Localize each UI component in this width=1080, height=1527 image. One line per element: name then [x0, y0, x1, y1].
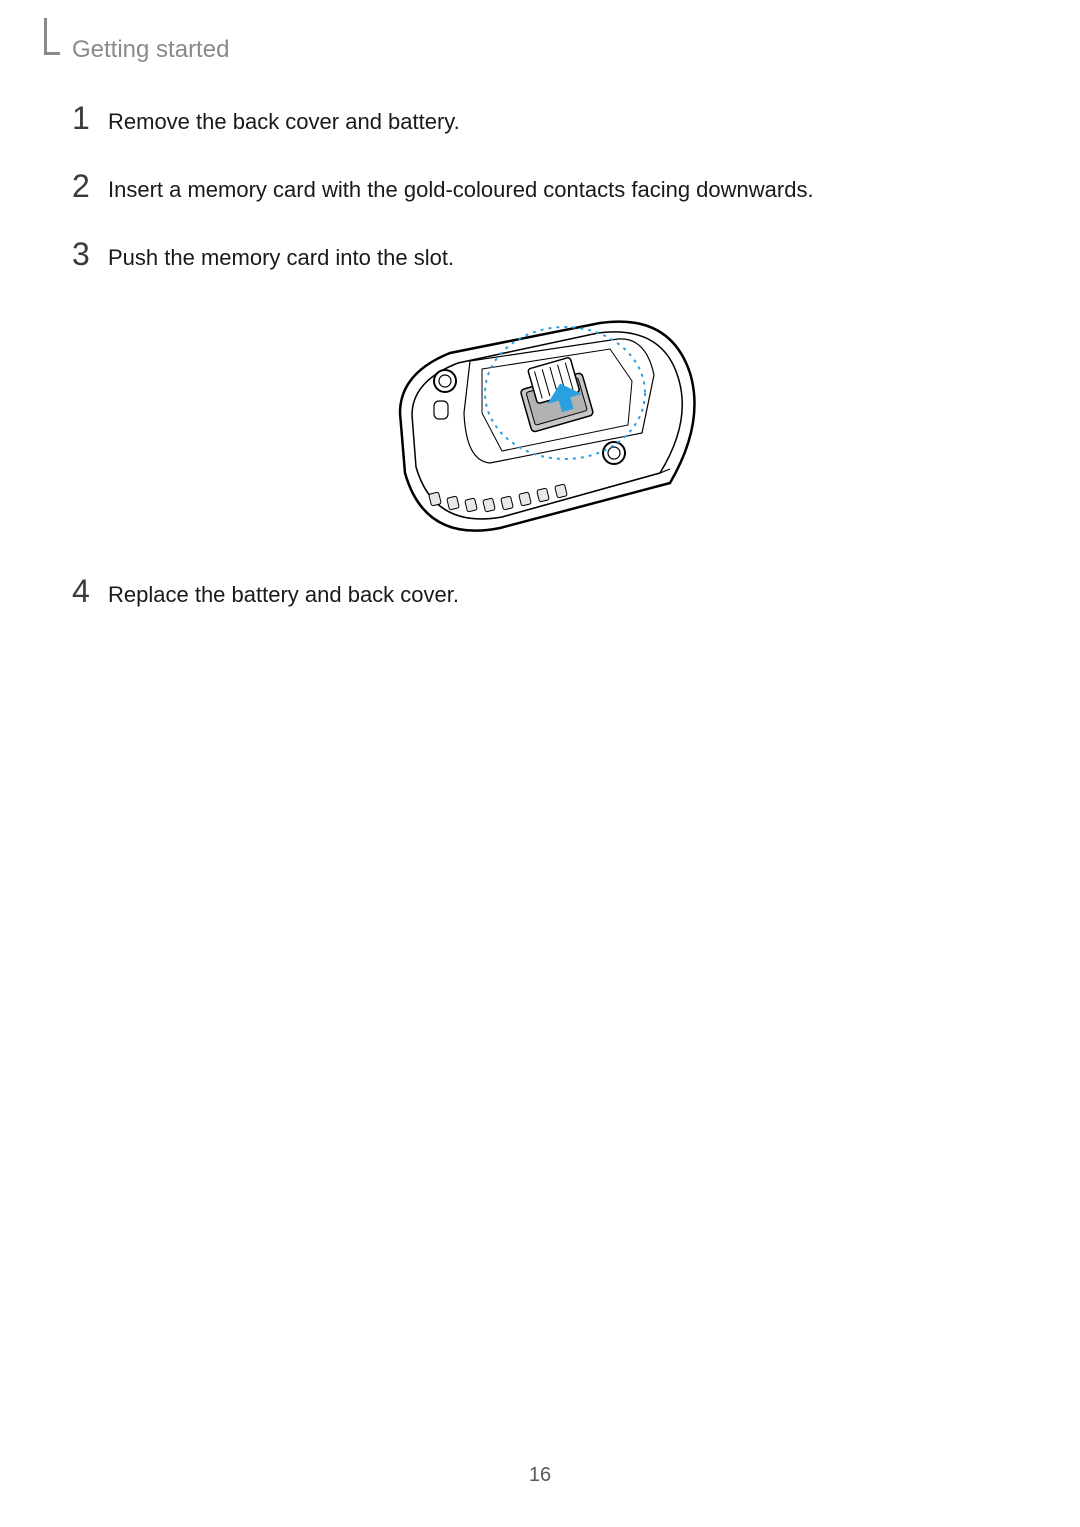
step-number: 3	[72, 236, 108, 273]
step-number: 4	[72, 573, 108, 610]
section-label: Getting started	[72, 36, 229, 64]
step-text: Remove the back cover and battery.	[108, 101, 460, 138]
page-number: 16	[0, 1464, 1080, 1487]
illustration-container	[72, 303, 1008, 543]
step-number: 1	[72, 100, 108, 137]
step-number: 2	[72, 168, 108, 205]
memory-card-insert-illustration	[370, 303, 710, 543]
step-item: 3 Push the memory card into the slot.	[72, 236, 1008, 274]
step-item: 4 Replace the battery and back cover.	[72, 573, 1008, 611]
header-tab-mark	[44, 18, 47, 52]
steps-list: 1 Remove the back cover and battery. 2 I…	[72, 100, 1008, 641]
step-text: Push the memory card into the slot.	[108, 237, 454, 274]
step-text: Replace the battery and back cover.	[108, 574, 459, 611]
step-item: 2 Insert a memory card with the gold-col…	[72, 168, 1008, 206]
step-text: Insert a memory card with the gold-colou…	[108, 169, 814, 206]
step-item: 1 Remove the back cover and battery.	[72, 100, 1008, 138]
